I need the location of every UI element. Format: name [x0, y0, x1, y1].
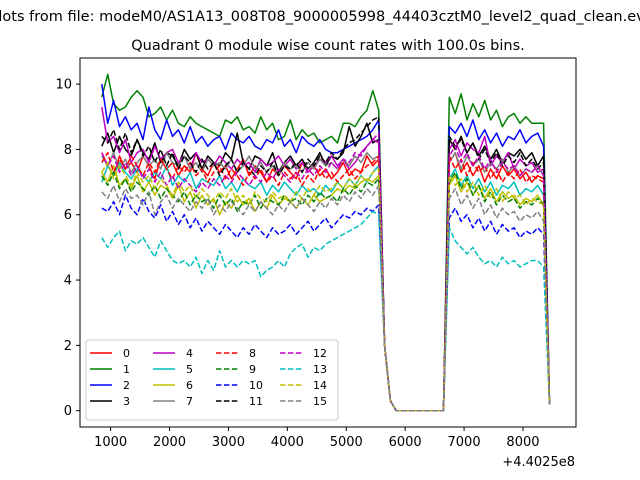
plot-area: 1000 2000 3000 4000 5000 6000 7000 8000 0246810…	[55, 57, 577, 470]
legend-label-3: 3	[123, 395, 130, 408]
series-line-9	[101, 171, 551, 412]
legend-label-11: 11	[249, 395, 263, 408]
series-line-12	[101, 132, 551, 412]
legend-label-1: 1	[123, 363, 130, 376]
series-line-13	[101, 210, 551, 412]
x-axis: 1000 2000 3000 4000 5000 6000 7000 8000	[94, 427, 540, 450]
y-axis: 0 2 4 6 8 10	[55, 78, 80, 419]
legend-label-12: 12	[313, 347, 327, 360]
legend-label-6: 6	[186, 379, 193, 392]
series-line-2	[101, 83, 551, 412]
series-layer	[101, 73, 551, 412]
legend-label-8: 8	[249, 347, 256, 360]
x-tick-label: 5000	[330, 435, 363, 450]
legend-label-14: 14	[313, 379, 327, 392]
legend-label-5: 5	[186, 363, 193, 376]
legend-label-2: 2	[123, 379, 130, 392]
series-line-10	[101, 194, 551, 412]
y-tick-label: 0	[64, 404, 72, 419]
x-tick-label: 3000	[212, 435, 245, 450]
x-tick-label: 1000	[94, 435, 127, 450]
y-tick-label: 6	[64, 208, 72, 223]
x-tick-label: 2000	[153, 435, 186, 450]
y-tick-label: 2	[64, 339, 72, 354]
legend-label-10: 10	[249, 379, 263, 392]
x-tick-label: 4000	[271, 435, 304, 450]
series-line-8	[101, 151, 551, 412]
x-tick-label: 8000	[506, 435, 539, 450]
series-line-11	[101, 116, 551, 412]
legend-label-9: 9	[249, 363, 256, 376]
y-tick-label: 10	[55, 78, 72, 93]
legend-label-0: 0	[123, 347, 130, 360]
series-line-15	[101, 184, 551, 412]
y-tick-label: 4	[64, 274, 72, 289]
chart-title: Quadrant 0 module wise count rates with …	[131, 38, 525, 54]
legend-label-4: 4	[186, 347, 193, 360]
figure-suptitle: Plots from file: modeM0/AS1A13_008T08_90…	[0, 9, 640, 25]
axes-frame	[79, 57, 577, 428]
series-line-1	[101, 73, 551, 412]
legend-label-15: 15	[313, 395, 327, 408]
legend-label-13: 13	[313, 363, 327, 376]
x-tick-label: 6000	[389, 435, 422, 450]
legend-label-7: 7	[186, 395, 193, 408]
y-tick-label: 8	[64, 143, 72, 158]
x-axis-offset-label: +4.4025e8	[502, 455, 575, 470]
series-line-14	[101, 161, 551, 412]
series-line-4	[101, 106, 551, 412]
legend-frame	[85, 339, 339, 421]
x-tick-label: 7000	[448, 435, 481, 450]
